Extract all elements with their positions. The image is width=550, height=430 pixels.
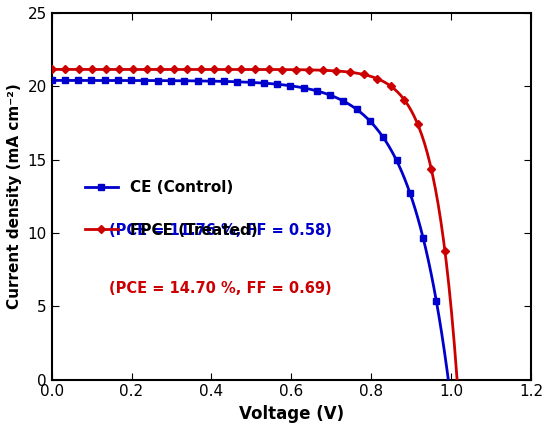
Text: (PCE = 14.70 %, FF = 0.69): (PCE = 14.70 %, FF = 0.69) bbox=[109, 282, 332, 296]
X-axis label: Voltage (V): Voltage (V) bbox=[239, 405, 344, 423]
Y-axis label: Current density (mA cm⁻²): Current density (mA cm⁻²) bbox=[7, 83, 22, 309]
Text: (PCE = 11.76 %, FF = 0.58): (PCE = 11.76 %, FF = 0.58) bbox=[109, 223, 332, 238]
Legend: CE (Control), FPCE (Treated): CE (Control), FPCE (Treated) bbox=[79, 174, 264, 244]
